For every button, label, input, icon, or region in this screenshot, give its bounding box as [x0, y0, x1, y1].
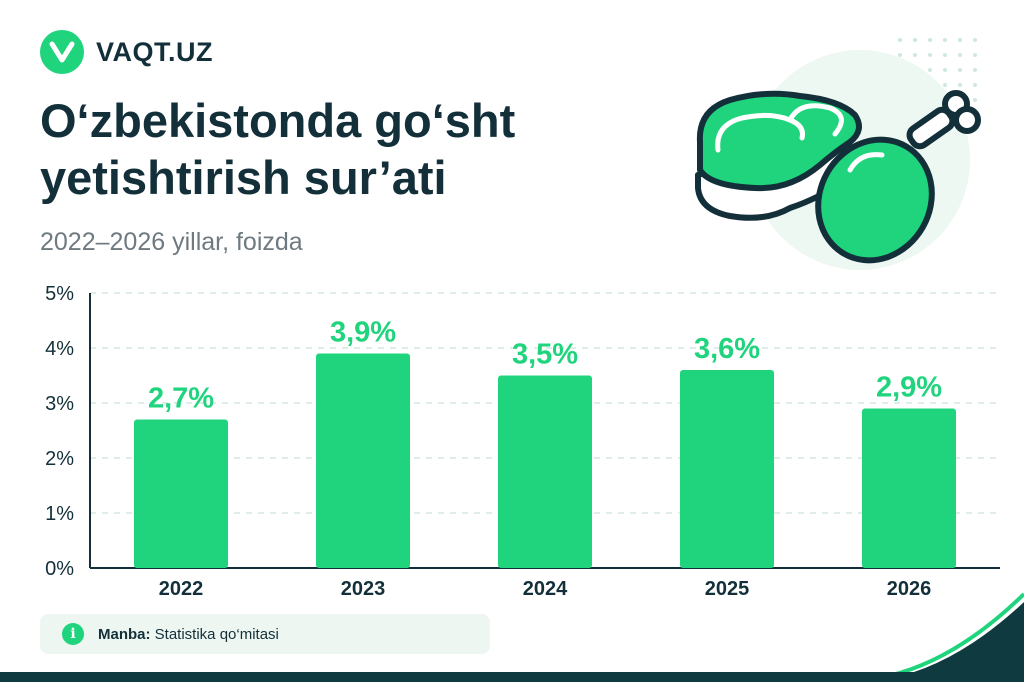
value-label-2025: 3,6%: [694, 333, 760, 365]
y-tick-label: 1%: [45, 503, 74, 525]
value-label-2022: 2,7%: [148, 383, 214, 415]
source-note: i Manba: Statistika qo‘mitasi: [40, 614, 490, 654]
x-axis-ticks: 2022 2023 2024 2025 2026: [159, 578, 932, 600]
title-line-1: O‘zbekistonda go‘sht: [40, 94, 516, 147]
bar-2022: [134, 419, 228, 568]
chicken-drumstick-icon: [815, 90, 981, 264]
dot-pattern: [898, 38, 977, 102]
source-text: Manba: Statistika qo‘mitasi: [98, 626, 279, 643]
y-tick-label: 2%: [45, 448, 74, 470]
brand-logo: VAQT.UZ: [40, 30, 213, 74]
bars: [134, 353, 956, 568]
x-tick-label-2026: 2026: [887, 578, 932, 600]
value-label-2023: 3,9%: [330, 317, 396, 349]
source-value: Statistika qo‘mitasi: [154, 625, 279, 643]
y-tick-label: 4%: [45, 338, 74, 360]
footer-bar: [0, 672, 1024, 682]
bar-chart: 0%1%2%3%4%5% 2,7%3,9%3,5% 3,6%2,9% 2022 20…: [45, 283, 1000, 600]
brand-name: VAQT.UZ: [96, 36, 213, 67]
grid-lines: [90, 292, 1000, 514]
bar-2026: [862, 408, 956, 568]
info-icon: i: [62, 623, 84, 645]
footer-wave-decoration: [863, 592, 1024, 682]
x-tick-label-2025: 2025: [705, 578, 750, 600]
x-tick-label-2022: 2022: [159, 578, 204, 600]
meat-illustration: [695, 38, 981, 270]
y-tick-label: 3%: [45, 393, 74, 415]
bar-2024: [498, 375, 592, 568]
bar-2025: [680, 370, 774, 568]
page-title: O‘zbekistonda go‘sht yetishtirish sur’at…: [40, 92, 515, 206]
x-tick-label-2024: 2024: [523, 578, 568, 600]
value-labels: 2,7% 3,9% 3,5% 3,6% 2,9%: [148, 317, 942, 415]
value-label-2024: 3,5%: [512, 339, 578, 371]
source-label: Manba:: [98, 625, 151, 643]
y-tick-label: 0%: [45, 558, 74, 580]
bar-2023: [316, 353, 410, 568]
y-tick-label: 5%: [45, 283, 74, 305]
logo-v-icon: [40, 30, 84, 74]
page-subtitle: 2022–2026 yillar, foizda: [40, 228, 303, 256]
value-label-2026: 2,9%: [876, 372, 942, 404]
title-line-2: yetishtirish sur’ati: [40, 151, 447, 204]
meat-steak-icon: [695, 90, 862, 221]
x-tick-label-2023: 2023: [341, 578, 386, 600]
y-axis-ticks: 0% 1% 2% 3% 4% 5%: [45, 283, 74, 580]
